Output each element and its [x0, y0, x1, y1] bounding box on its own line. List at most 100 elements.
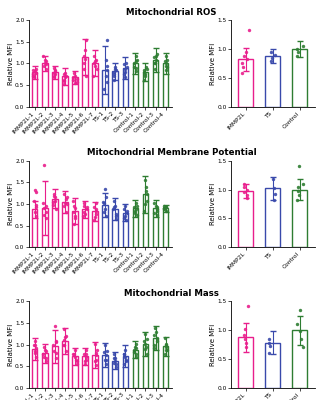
Point [64, 333, 69, 339]
Point [62, 326, 67, 333]
Point [104, 348, 109, 354]
Point [32, 348, 38, 354]
Point [94, 347, 99, 353]
Point [43, 59, 48, 66]
Point [62, 337, 67, 344]
Point [144, 191, 149, 198]
Bar [82, 356, 88, 388]
Bar [122, 213, 128, 247]
Point [134, 345, 139, 351]
Point [84, 204, 89, 211]
Point [32, 342, 37, 349]
Bar [42, 208, 47, 247]
Point [103, 206, 108, 212]
Point [93, 58, 98, 64]
Point [82, 209, 87, 215]
Point [165, 347, 170, 353]
Point [155, 212, 160, 218]
Point [103, 361, 108, 367]
Point [73, 356, 78, 363]
Point [112, 64, 117, 70]
Point [81, 203, 86, 209]
Point [63, 334, 68, 340]
Point [142, 73, 147, 80]
Point [74, 361, 79, 367]
Point [244, 192, 249, 198]
Point [300, 344, 305, 351]
Point [104, 72, 109, 79]
Point [134, 212, 139, 218]
Point [113, 361, 118, 367]
Point [54, 338, 59, 344]
Point [144, 197, 149, 204]
Point [134, 57, 139, 63]
Point [43, 347, 48, 353]
Point [71, 77, 76, 83]
Point [31, 67, 36, 73]
Point [62, 200, 67, 206]
Point [122, 74, 127, 80]
Point [71, 351, 76, 357]
Point [164, 64, 169, 70]
Point [133, 200, 138, 206]
Bar [92, 211, 98, 247]
Text: Mitochondrial Mass: Mitochondrial Mass [124, 289, 219, 298]
Bar [92, 63, 98, 107]
Point [44, 209, 49, 215]
Point [82, 210, 87, 217]
Point [32, 187, 37, 193]
Bar [293, 49, 308, 107]
Point [143, 64, 149, 70]
Point [81, 213, 86, 219]
Point [82, 351, 87, 357]
Point [63, 73, 68, 80]
Point [74, 75, 79, 82]
Point [266, 350, 272, 356]
Point [271, 176, 276, 182]
Bar [143, 194, 148, 247]
Bar [72, 77, 78, 107]
Point [295, 188, 301, 194]
Point [121, 361, 126, 367]
Point [84, 206, 89, 212]
Point [164, 57, 169, 63]
Point [103, 213, 108, 219]
Bar [122, 356, 128, 388]
Y-axis label: Relative MFI: Relative MFI [210, 183, 216, 225]
Point [122, 213, 128, 219]
Point [271, 185, 276, 192]
Point [297, 328, 302, 334]
Point [102, 356, 107, 363]
Point [101, 200, 106, 206]
Point [92, 204, 97, 211]
Point [152, 59, 157, 66]
Point [64, 194, 69, 201]
Point [134, 58, 139, 64]
Point [41, 162, 46, 168]
Point [62, 70, 67, 76]
Bar [102, 70, 108, 107]
Point [72, 203, 77, 209]
Point [122, 354, 127, 360]
Point [241, 184, 246, 190]
Point [71, 197, 76, 204]
Point [93, 210, 98, 217]
Point [142, 177, 148, 183]
Point [301, 180, 306, 187]
Point [267, 340, 272, 346]
Point [132, 207, 137, 214]
Point [72, 209, 77, 215]
Point [71, 351, 76, 357]
Point [124, 356, 129, 363]
Bar [72, 356, 78, 388]
Point [94, 362, 99, 369]
Point [299, 336, 304, 342]
Point [163, 204, 168, 211]
Bar [32, 209, 38, 247]
Point [294, 321, 299, 328]
Point [123, 217, 128, 224]
Bar [133, 63, 138, 107]
Point [272, 52, 277, 58]
Point [163, 59, 168, 66]
Point [271, 197, 276, 203]
